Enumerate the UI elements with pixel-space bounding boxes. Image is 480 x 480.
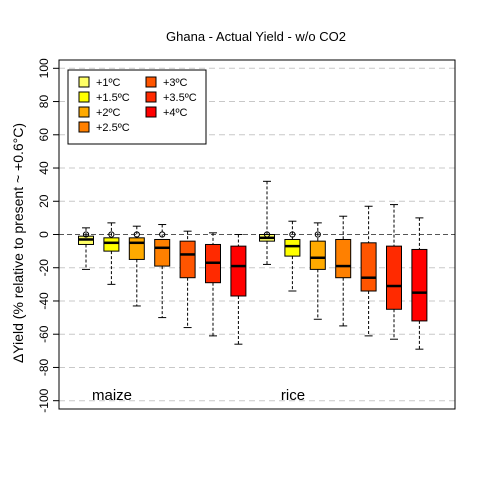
box-body [360,242,377,292]
legend-label: +1ºC [96,77,121,89]
box-series [78,180,428,350]
outlier-point [263,231,271,238]
legend-swatch [78,76,90,88]
legend-label: +2ºC [96,107,121,119]
legend-label: +3.5ºC [163,92,197,104]
box-body [284,238,301,257]
legend-swatch [145,76,157,88]
chart-title: Ghana - Actual Yield - w/o CO2 [166,29,346,44]
legend-swatch [145,91,157,103]
y-axis-label: ΔYield (% relative to present ~ +0.6°C) [10,123,26,363]
outlier-point [82,231,90,238]
group-label-maize: maize [92,387,132,404]
legend-swatch [78,106,90,118]
outlier-point [133,231,140,238]
legend-swatch [78,91,90,103]
box-body [154,238,171,267]
outlier-point [159,231,166,238]
y-tick-label: -20 [37,259,51,277]
outlier-point [314,231,321,238]
box-body [230,245,247,297]
y-axis: -100 -80 -60 -40 -20 0 20 40 60 80 100 [37,58,60,413]
y-tick-label: 100 [37,58,51,78]
box-body [411,248,428,322]
box-body [309,240,326,270]
group-labels: maize rice [92,387,305,404]
legend-frame [67,69,207,145]
legend-label: +1.5ºC [96,92,130,104]
legend-swatch [78,121,90,133]
legend-label: +3ºC [163,77,188,89]
legend-swatch [145,106,157,118]
box-body [386,245,402,310]
outlier-point [108,231,115,238]
outlier-point [289,231,296,238]
y-tick-label: -100 [37,388,51,412]
legend: +1ºC +1.5ºC +2ºC +2.5ºC +3ºC +3.5ºC +4ºC [67,69,207,145]
legend-label: +2.5ºC [96,122,130,134]
y-tick-label: 40 [37,161,51,175]
y-tick-label: -60 [37,325,51,343]
group-label-rice: rice [281,387,305,404]
legend-label: +4ºC [163,107,188,119]
box-body [103,237,120,252]
box-body [335,238,352,279]
box-body [179,240,196,279]
plot-frame [58,59,456,410]
y-tick-label: 0 [37,231,51,238]
y-tick-label: -80 [37,358,51,376]
box-body [128,237,145,260]
y-tick-label: 20 [37,194,51,208]
y-tick-label: 80 [37,95,51,109]
y-tick-label: 60 [37,128,51,142]
y-tick-label: -40 [37,292,51,310]
